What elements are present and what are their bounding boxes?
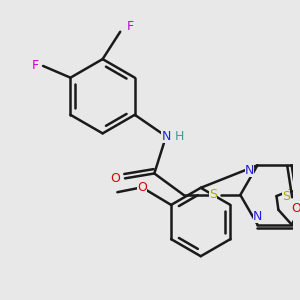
Text: S: S bbox=[209, 188, 217, 202]
Text: S: S bbox=[282, 190, 290, 202]
Text: O: O bbox=[292, 202, 300, 215]
Text: O: O bbox=[110, 172, 120, 185]
Text: N: N bbox=[253, 210, 262, 223]
Text: N: N bbox=[161, 130, 171, 143]
Text: F: F bbox=[126, 20, 134, 33]
Text: F: F bbox=[32, 59, 39, 73]
Text: N: N bbox=[245, 164, 254, 177]
Text: O: O bbox=[137, 181, 147, 194]
Text: H: H bbox=[175, 130, 184, 143]
